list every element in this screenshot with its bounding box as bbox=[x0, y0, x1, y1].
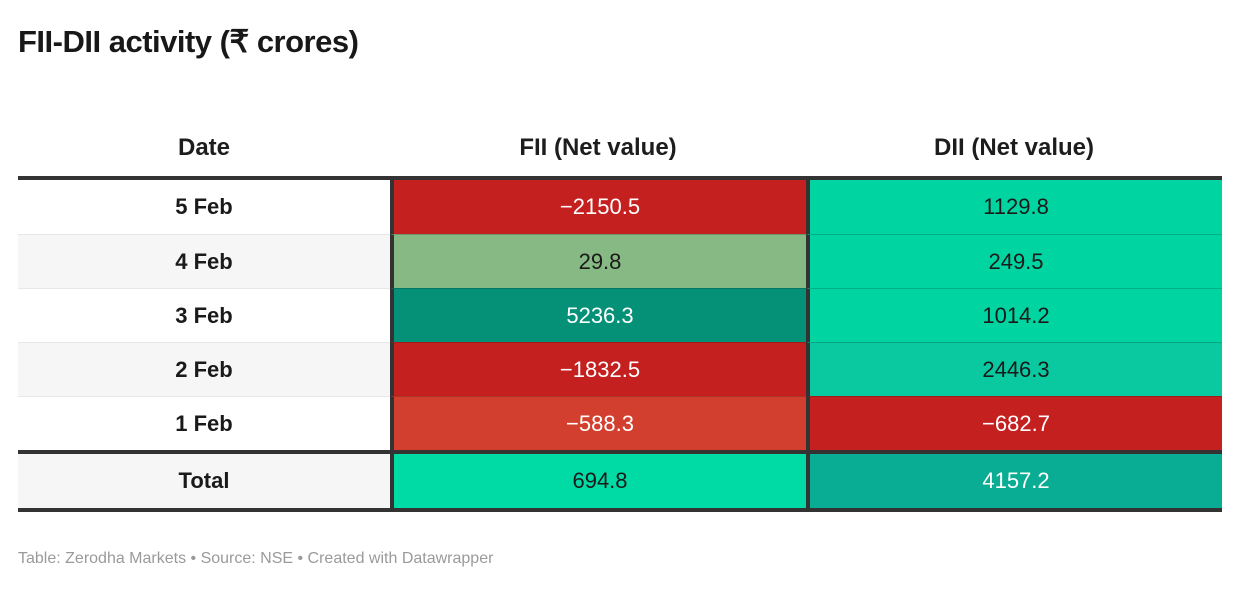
date-cell: 4 Feb bbox=[18, 234, 390, 288]
dii-value-cell: −682.7 bbox=[806, 396, 1222, 450]
table-row: 4 Feb 29.8 249.5 bbox=[18, 234, 1222, 288]
fii-value-cell: 5236.3 bbox=[390, 288, 806, 342]
dii-value-cell: 2446.3 bbox=[806, 342, 1222, 396]
table-row: 3 Feb 5236.3 1014.2 bbox=[18, 288, 1222, 342]
dii-value-cell: 1129.8 bbox=[806, 180, 1222, 234]
date-cell: 2 Feb bbox=[18, 342, 390, 396]
page: FII-DII activity (₹ crores) Date FII (Ne… bbox=[18, 24, 1222, 567]
table-header-row: Date FII (Net value) DII (Net value) bbox=[18, 120, 1222, 180]
table-row: 1 Feb −588.3 −682.7 bbox=[18, 396, 1222, 450]
column-header-dii: DII (Net value) bbox=[933, 134, 1095, 161]
date-cell: 5 Feb bbox=[18, 180, 390, 234]
dii-value-cell: 1014.2 bbox=[806, 288, 1222, 342]
table-body: 5 Feb −2150.5 1129.8 4 Feb 29.8 249.5 3 … bbox=[18, 180, 1222, 450]
dii-value-cell: 249.5 bbox=[806, 234, 1222, 288]
fii-total-cell: 694.8 bbox=[390, 454, 806, 508]
page-title: FII-DII activity (₹ crores) bbox=[18, 24, 359, 59]
fii-value-cell: 29.8 bbox=[390, 234, 806, 288]
table-total-section: Total 694.8 4157.2 bbox=[18, 450, 1222, 512]
column-header-date: Date bbox=[177, 134, 231, 161]
fii-value-cell: −2150.5 bbox=[390, 180, 806, 234]
total-row: Total 694.8 4157.2 bbox=[18, 454, 1222, 508]
date-cell: 3 Feb bbox=[18, 288, 390, 342]
dii-total-cell: 4157.2 bbox=[806, 454, 1222, 508]
fii-value-cell: −588.3 bbox=[390, 396, 806, 450]
table-row: 5 Feb −2150.5 1129.8 bbox=[18, 180, 1222, 234]
total-label-cell: Total bbox=[18, 454, 390, 508]
fii-dii-table: Date FII (Net value) DII (Net value) 5 F… bbox=[18, 120, 1222, 512]
date-cell: 1 Feb bbox=[18, 396, 390, 450]
fii-value-cell: −1832.5 bbox=[390, 342, 806, 396]
column-header-fii: FII (Net value) bbox=[519, 134, 677, 161]
table-row: 2 Feb −1832.5 2446.3 bbox=[18, 342, 1222, 396]
attribution: Table: Zerodha Markets • Source: NSE • C… bbox=[18, 550, 494, 567]
